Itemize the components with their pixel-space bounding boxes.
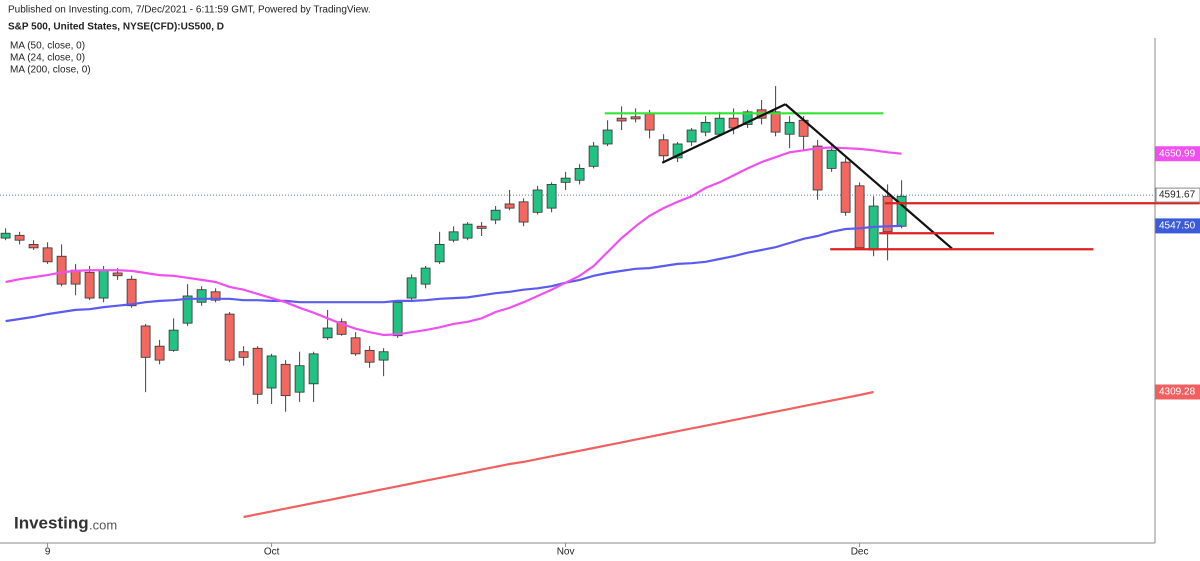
candle-body: [770, 111, 781, 133]
candle-body: [812, 145, 823, 191]
candle-body: [140, 325, 151, 358]
candle-body: [56, 255, 67, 285]
candle-body: [518, 201, 529, 223]
logo-name: Investing: [14, 513, 89, 532]
candle-body: [826, 149, 837, 169]
candle-body: [210, 291, 221, 301]
header: Published on Investing.com, 7/Dec/2021 -…: [8, 5, 371, 16]
candle-body: [336, 321, 347, 335]
candle-body: [672, 143, 683, 159]
candle-body: [784, 121, 795, 135]
legend-entry: MA (50, close, 0): [10, 41, 85, 52]
candle-body: [448, 231, 459, 241]
candle-body: [224, 313, 235, 361]
x-tick-label: Dec: [851, 547, 869, 558]
candle-body: [168, 329, 179, 351]
candle-body: [630, 116, 641, 120]
x-tick-label: Oct: [264, 547, 280, 558]
candle-body: [658, 139, 669, 157]
candle-body: [84, 271, 95, 299]
trend-line: [784, 103, 953, 250]
candle-body: [392, 301, 403, 337]
candle-body: [560, 177, 571, 183]
candle-body: [434, 243, 445, 263]
candle-body: [378, 351, 389, 361]
candle-body: [462, 223, 473, 239]
candle-body: [700, 121, 711, 133]
price-label-box: [1155, 384, 1200, 400]
price-label-box: [1155, 187, 1200, 203]
ma-line: [243, 390, 874, 519]
candle-body: [322, 327, 333, 339]
candle-body: [476, 225, 487, 229]
price-label: 4591.67: [1159, 190, 1196, 201]
candle-body: [546, 184, 557, 209]
candle-body: [616, 117, 627, 122]
price-label: 4650.99: [1159, 148, 1196, 159]
candle-body: [308, 353, 319, 385]
candle-body: [840, 161, 851, 213]
chart-title: S&P 500, United States, NYSE(CFD):US500,…: [8, 22, 224, 33]
candle-body: [350, 337, 361, 355]
candle-body: [0, 232, 11, 239]
candle-body: [406, 277, 417, 299]
candle-body: [294, 365, 305, 393]
candle-body: [490, 209, 501, 221]
ma-line: [5, 224, 902, 323]
candle-body: [644, 113, 655, 131]
candle-body: [28, 243, 39, 249]
candle-body: [588, 145, 599, 167]
candle-body: [574, 167, 585, 181]
candle-body: [602, 129, 613, 145]
candle-body: [126, 278, 137, 307]
trend-line: [661, 103, 786, 164]
candle-body: [196, 289, 207, 303]
candle-body: [42, 247, 53, 263]
candle-body: [112, 272, 123, 277]
candle-body: [252, 347, 263, 395]
x-tick-label: 9: [45, 547, 51, 558]
price-label-box: [1155, 146, 1200, 162]
ma-line: [5, 146, 902, 337]
price-label-box: [1155, 218, 1200, 234]
candle-body: [714, 117, 725, 135]
candle-body: [182, 295, 193, 324]
candle-body: [266, 355, 277, 389]
logo-suffix: .com: [89, 517, 117, 532]
x-tick-label: Nov: [557, 547, 575, 558]
candle-body: [854, 185, 865, 249]
price-label: 4309.28: [1159, 387, 1196, 398]
candle-body: [154, 345, 165, 361]
candle-body: [420, 267, 431, 285]
legend-entry: MA (24, close, 0): [10, 53, 85, 64]
candle-body: [280, 363, 291, 397]
candle-body: [364, 349, 375, 363]
candle-body: [98, 269, 109, 299]
candle-body: [742, 111, 753, 125]
candle-body: [882, 195, 893, 233]
legend-entry: MA (200, close, 0): [10, 65, 91, 76]
candle-body: [14, 234, 25, 241]
candle-body: [686, 129, 697, 143]
candle-body: [238, 351, 249, 358]
candle-body: [504, 203, 515, 209]
candle-body: [532, 189, 543, 213]
price-label: 4547.50: [1159, 221, 1196, 232]
